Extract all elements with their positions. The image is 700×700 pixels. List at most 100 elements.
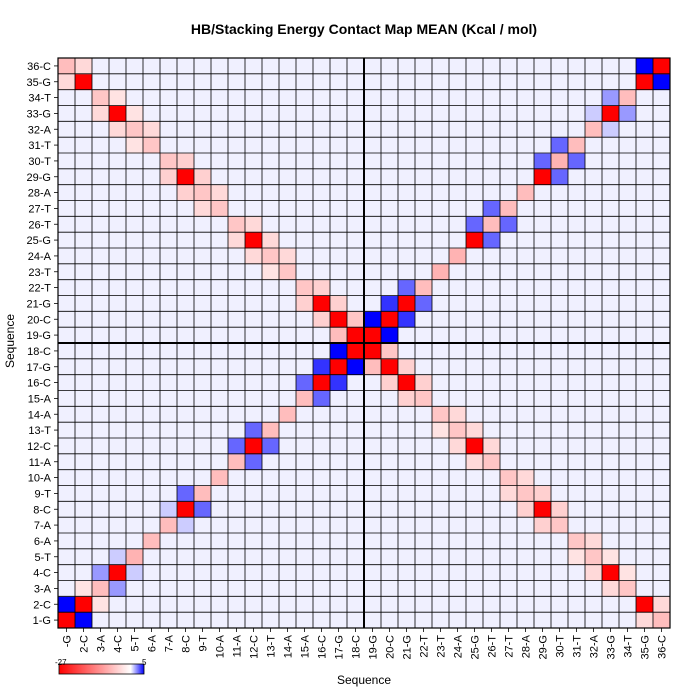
heatmap-cell xyxy=(449,137,467,154)
heatmap-cell xyxy=(381,438,399,455)
heatmap-cell xyxy=(313,596,331,613)
heatmap-cell xyxy=(347,533,365,550)
heatmap-cell xyxy=(245,438,263,455)
heatmap-cell xyxy=(636,279,654,296)
heatmap-cell xyxy=(466,469,484,486)
heatmap-cell xyxy=(534,485,552,502)
heatmap-cell xyxy=(330,517,348,534)
heatmap-cell xyxy=(279,153,297,170)
heatmap-cell xyxy=(636,438,654,455)
heatmap-cell xyxy=(432,105,450,122)
heatmap-cell xyxy=(92,311,110,328)
heatmap-cell xyxy=(636,422,654,439)
heatmap-cell xyxy=(347,438,365,455)
heatmap-cell xyxy=(330,232,348,249)
heatmap-cell xyxy=(568,200,586,217)
heatmap-cell xyxy=(228,153,246,170)
heatmap-cell xyxy=(500,501,518,518)
heatmap-cell xyxy=(177,533,195,550)
heatmap-cell xyxy=(330,485,348,502)
heatmap-cell xyxy=(415,248,433,265)
heatmap-cell xyxy=(636,612,654,629)
heatmap-cell xyxy=(211,406,229,423)
heatmap-cell xyxy=(228,279,246,296)
heatmap-cell xyxy=(92,58,110,75)
heatmap-cell xyxy=(279,73,297,91)
heatmap-cell xyxy=(381,374,399,391)
heatmap-cell xyxy=(330,390,348,407)
heatmap-cell xyxy=(551,374,569,391)
heatmap-cell xyxy=(653,168,671,186)
heatmap-grid xyxy=(57,57,671,629)
heatmap-cell xyxy=(109,200,127,217)
heatmap-cell xyxy=(245,216,263,233)
heatmap-cell xyxy=(449,374,467,391)
heatmap-cell xyxy=(296,390,314,407)
heatmap-cell xyxy=(466,374,484,391)
heatmap-cell xyxy=(245,358,263,376)
heatmap-cell xyxy=(449,533,467,550)
heatmap-cell xyxy=(449,279,467,296)
heatmap-cell xyxy=(194,248,212,265)
heatmap-cell xyxy=(228,564,246,581)
heatmap-cell xyxy=(75,564,93,581)
heatmap-cell xyxy=(330,200,348,217)
heatmap-cell xyxy=(653,248,671,265)
heatmap-cell xyxy=(432,548,450,566)
heatmap-cell xyxy=(415,137,433,154)
heatmap-cell xyxy=(602,279,620,296)
heatmap-cell xyxy=(619,263,637,281)
heatmap-cell xyxy=(296,105,314,122)
heatmap-cell xyxy=(364,422,382,439)
heatmap-cell xyxy=(517,501,535,518)
heatmap-cell xyxy=(653,58,671,75)
heatmap-cell xyxy=(211,469,229,486)
heatmap-cell xyxy=(211,438,229,455)
heatmap-cell xyxy=(364,374,382,391)
heatmap-cell xyxy=(177,564,195,581)
heatmap-cell xyxy=(483,469,501,486)
heatmap-cell xyxy=(347,469,365,486)
heatmap-cell xyxy=(211,596,229,613)
heatmap-cell xyxy=(262,153,280,170)
heatmap-cell xyxy=(653,533,671,550)
heatmap-cell xyxy=(483,279,501,296)
heatmap-cell xyxy=(194,485,212,502)
heatmap-cell xyxy=(517,406,535,423)
heatmap-cell xyxy=(551,184,569,201)
heatmap-cell xyxy=(534,406,552,423)
heatmap-cell xyxy=(279,580,297,597)
heatmap-cell xyxy=(177,612,195,629)
heatmap-cell xyxy=(109,232,127,249)
heatmap-cell xyxy=(109,121,127,138)
heatmap-cell xyxy=(296,121,314,138)
heatmap-cell xyxy=(636,580,654,597)
heatmap-cell xyxy=(75,517,93,534)
heatmap-cell xyxy=(381,580,399,597)
heatmap-cell xyxy=(534,438,552,455)
heatmap-cell xyxy=(279,390,297,407)
heatmap-cell xyxy=(364,517,382,534)
heatmap-cell xyxy=(279,232,297,249)
heatmap-cell xyxy=(92,216,110,233)
heatmap-cell xyxy=(398,501,416,518)
heatmap-cell xyxy=(296,216,314,233)
heatmap-cell xyxy=(415,121,433,138)
heatmap-cell xyxy=(313,263,331,281)
heatmap-cell xyxy=(194,580,212,597)
heatmap-cell xyxy=(262,184,280,201)
heatmap-cell xyxy=(126,200,144,217)
y-tick-label: 14-A xyxy=(28,409,52,421)
heatmap-cell xyxy=(568,279,586,296)
heatmap-cell xyxy=(381,137,399,154)
heatmap-cell xyxy=(245,596,263,613)
y-tick-label: 1-G xyxy=(33,615,51,627)
heatmap-cell xyxy=(619,184,637,201)
heatmap-cell xyxy=(517,89,535,106)
heatmap-cell xyxy=(177,73,195,91)
heatmap-cell xyxy=(398,469,416,486)
heatmap-cell xyxy=(381,358,399,376)
heatmap-cell xyxy=(126,184,144,201)
heatmap-cell xyxy=(466,580,484,597)
heatmap-cell xyxy=(194,390,212,407)
